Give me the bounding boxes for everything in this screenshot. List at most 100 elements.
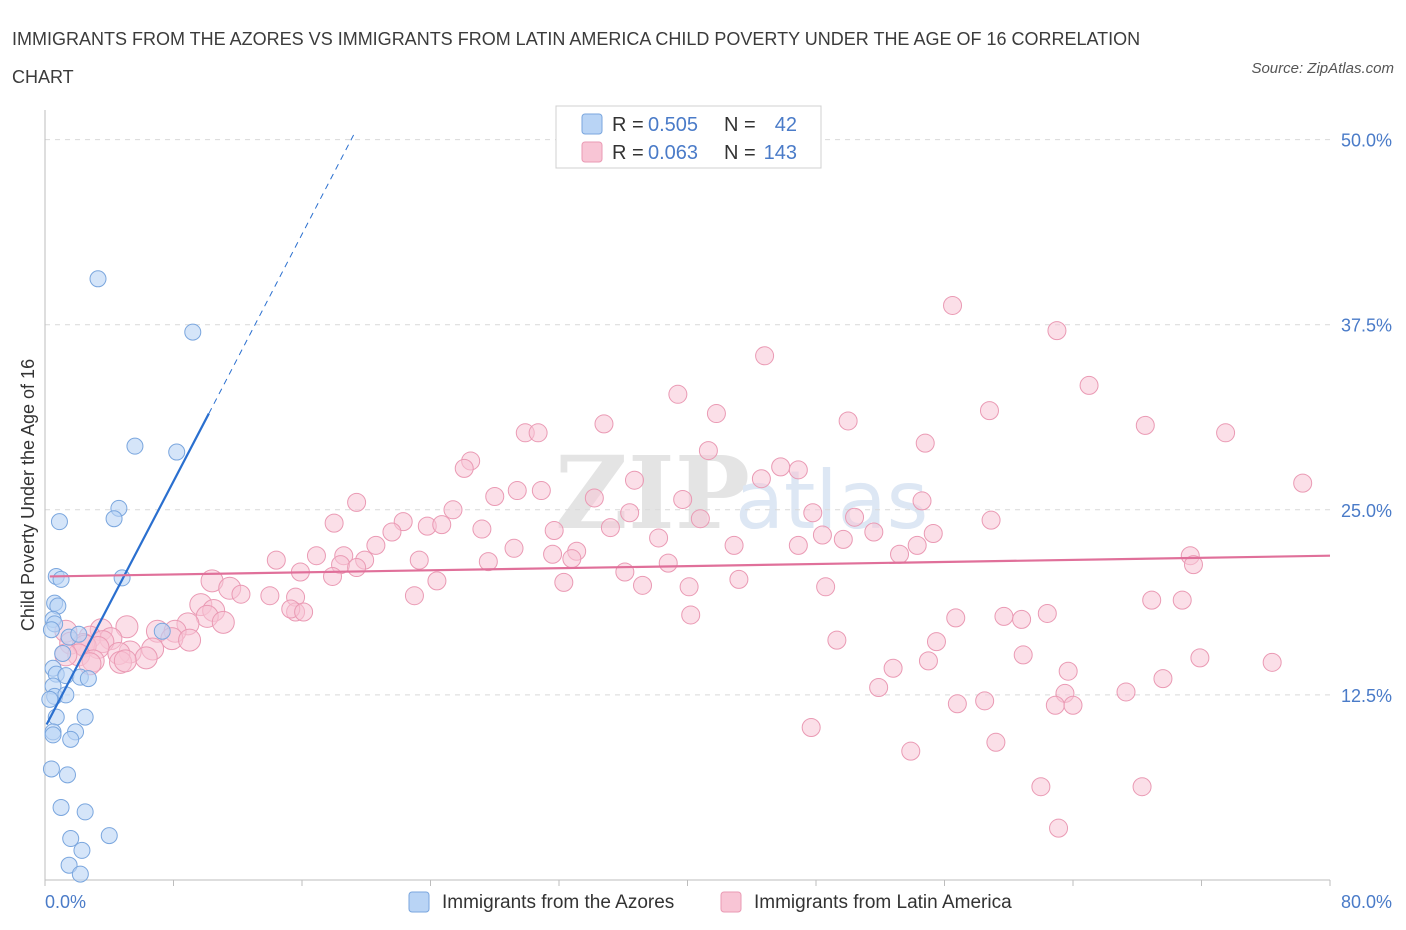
legend-r-value-azores: 0.505 xyxy=(648,114,698,136)
latin-point-47 xyxy=(833,529,853,549)
latin-point-140 xyxy=(901,741,921,761)
latin-point-18 xyxy=(788,460,808,480)
latin-point-137 xyxy=(975,691,995,711)
latin-point-62 xyxy=(409,550,429,570)
latin-point-46 xyxy=(649,528,669,548)
azores-point-29 xyxy=(76,708,94,726)
azores-point-32 xyxy=(62,730,80,748)
trend-line-azores xyxy=(45,413,210,726)
latin-point-6 xyxy=(706,404,726,424)
latin-point-32 xyxy=(845,507,865,527)
azores-point-35 xyxy=(58,766,76,784)
chart-title: IMMIGRANTS FROM THE AZORES VS IMMIGRANTS… xyxy=(12,29,1141,87)
latin-point-71 xyxy=(554,572,574,592)
azores-point-34 xyxy=(42,760,60,778)
latin-point-131 xyxy=(869,678,889,697)
legend-r-label-latin: R = xyxy=(612,142,644,164)
latin-point-20 xyxy=(624,470,644,490)
latin-point-82 xyxy=(404,586,424,606)
latin-point-143 xyxy=(1049,818,1069,838)
trend-line-latin xyxy=(49,554,1331,578)
azores-point-33 xyxy=(44,726,62,744)
latin-point-63 xyxy=(478,552,498,572)
latin-point-123 xyxy=(113,649,137,673)
latin-point-128 xyxy=(1058,661,1078,681)
azores-point-39 xyxy=(100,827,118,845)
legend-swatch-azores xyxy=(581,113,603,135)
latin-point-118 xyxy=(134,646,158,670)
bottom-legend-label-latin: Immigrants from Latin America xyxy=(754,892,1012,913)
latin-point-93 xyxy=(211,610,235,634)
watermark-atlas: atlas xyxy=(735,454,928,547)
trend-lines xyxy=(45,131,1331,726)
latin-point-53 xyxy=(543,544,563,564)
latin-point-134 xyxy=(1045,695,1065,715)
legend-n-value-latin: 143 xyxy=(764,142,797,164)
legend-r-label-azores: R = xyxy=(612,114,644,136)
bottom-legend: Immigrants from the Azores Immigrants fr… xyxy=(408,891,1012,913)
latin-point-108 xyxy=(827,630,847,650)
latin-point-49 xyxy=(724,535,744,555)
latin-point-14 xyxy=(698,441,718,461)
azores-point-1 xyxy=(184,323,202,341)
latin-point-9 xyxy=(1135,415,1155,435)
latin-point-29 xyxy=(443,500,463,520)
latin-point-12 xyxy=(528,423,548,443)
latin-point-132 xyxy=(1116,682,1136,702)
azores-point-17 xyxy=(153,622,171,640)
y-tick-label-3: 50.0% xyxy=(1341,131,1392,151)
azores-point-40 xyxy=(73,841,91,859)
azores-point-6 xyxy=(50,513,68,531)
azores-point-14 xyxy=(42,621,60,639)
latin-point-43 xyxy=(864,522,884,542)
latin-point-70 xyxy=(323,566,343,586)
latin-point-26 xyxy=(673,489,693,509)
azores-point-3 xyxy=(168,443,186,461)
latin-point-2 xyxy=(755,346,775,366)
latin-point-64 xyxy=(658,553,678,573)
latin-point-13 xyxy=(915,433,935,453)
latin-point-55 xyxy=(890,544,910,564)
latin-point-136 xyxy=(1063,695,1083,715)
latin-point-80 xyxy=(260,586,280,606)
latin-point-30 xyxy=(620,503,640,523)
source-note: Source: ZipAtlas.com xyxy=(1251,60,1394,77)
latin-point-25 xyxy=(584,488,604,508)
azores-point-27 xyxy=(41,690,59,708)
latin-point-44 xyxy=(812,525,832,545)
latin-point-4 xyxy=(1079,375,1099,395)
latin-point-90 xyxy=(1037,603,1057,623)
azores-point-41 xyxy=(60,856,78,874)
latin-point-91 xyxy=(681,605,701,625)
latin-point-130 xyxy=(1153,669,1173,689)
latin-point-19 xyxy=(751,469,771,489)
latin-point-79 xyxy=(231,584,251,604)
latin-point-142 xyxy=(1132,777,1152,797)
latin-point-8 xyxy=(594,414,614,434)
latin-point-42 xyxy=(544,521,564,541)
latin-point-5 xyxy=(979,401,999,421)
latin-point-61 xyxy=(266,550,286,570)
latin-point-89 xyxy=(294,602,314,622)
azores-point-23 xyxy=(79,670,97,688)
azores-point-36 xyxy=(52,798,70,816)
latin-point-28 xyxy=(347,492,367,512)
latin-point-17 xyxy=(771,457,791,477)
latin-point-95 xyxy=(946,608,966,628)
latin-point-83 xyxy=(1142,590,1162,610)
azores-point-2 xyxy=(126,437,144,455)
latin-point-41 xyxy=(382,522,402,542)
latin-point-84 xyxy=(1172,590,1192,610)
latin-point-40 xyxy=(472,519,492,539)
latin-point-127 xyxy=(883,658,903,678)
latin-point-96 xyxy=(1012,609,1032,629)
latin-point-10 xyxy=(1216,423,1236,443)
latin-point-124 xyxy=(918,651,938,671)
x-tick-label-max: 80.0% xyxy=(1341,892,1392,912)
legend-n-value-azores: 42 xyxy=(775,114,797,136)
latin-point-77 xyxy=(679,577,699,597)
series-azores-points xyxy=(41,270,202,883)
latin-point-34 xyxy=(981,510,1001,530)
latin-point-107 xyxy=(926,632,946,652)
azores-point-8 xyxy=(52,570,70,588)
